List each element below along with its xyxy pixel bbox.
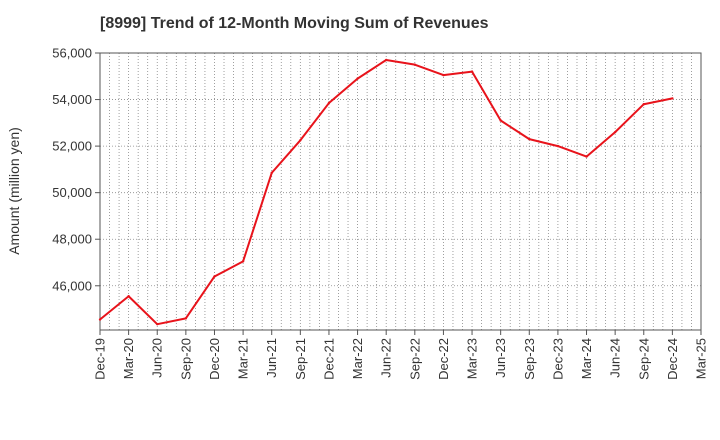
data-point — [356, 77, 359, 80]
x-tick-label: Mar-21 — [236, 338, 251, 379]
x-tick-label: Sep-23 — [522, 338, 537, 380]
x-tick-label: Dec-20 — [207, 338, 222, 380]
y-tick-label: 54,000 — [52, 92, 92, 107]
data-point — [671, 97, 674, 100]
data-point — [184, 317, 188, 320]
data-point — [413, 63, 417, 66]
data-point — [613, 130, 617, 134]
y-tick-label: 56,000 — [52, 46, 92, 61]
data-point — [270, 171, 273, 175]
data-point — [556, 144, 560, 148]
x-tick-label: Sep-22 — [407, 338, 422, 380]
x-tick-label: Sep-24 — [636, 338, 651, 380]
data-point — [470, 70, 474, 73]
chart-title: [8999] Trend of 12-Month Moving Sum of R… — [100, 15, 489, 32]
data-point — [642, 103, 645, 106]
data-point — [384, 58, 388, 62]
data-point — [241, 260, 245, 263]
data-point — [442, 73, 445, 77]
data-point — [156, 322, 159, 326]
plot-frame — [99, 52, 702, 331]
y-tick-label: 50,000 — [52, 185, 92, 200]
x-tick-label: Jun-23 — [493, 338, 508, 378]
x-tick-label: Dec-19 — [93, 338, 108, 380]
data-point — [213, 275, 216, 278]
x-tick-label: Mar-23 — [465, 338, 480, 379]
x-tick-label: Mar-24 — [579, 338, 594, 379]
x-tick-label: Jun-21 — [264, 338, 279, 378]
x-tick-label: Mar-25 — [694, 338, 709, 379]
x-tick-label: Dec-24 — [665, 338, 680, 380]
plot-area — [100, 53, 701, 330]
data-point — [127, 295, 130, 298]
data-point — [585, 155, 588, 158]
x-tick-label: Mar-20 — [121, 338, 136, 379]
x-tick-label: Sep-21 — [293, 338, 308, 380]
data-point — [528, 137, 531, 141]
x-tick-label: Mar-22 — [350, 338, 365, 379]
y-tick-label: 52,000 — [52, 139, 92, 154]
data-point — [98, 318, 102, 321]
x-tick-label: Jun-22 — [379, 338, 394, 378]
data-point — [299, 139, 302, 142]
x-tick-label: Dec-22 — [436, 338, 451, 380]
x-tick-label: Jun-24 — [608, 338, 623, 378]
x-tick-label: Sep-20 — [178, 338, 193, 380]
data-point — [327, 101, 331, 105]
x-tick-label: Jun-20 — [150, 338, 165, 378]
y-tick-label: 48,000 — [52, 232, 92, 247]
x-tick-label: Dec-21 — [321, 338, 336, 380]
y-tick-label: 46,000 — [52, 278, 92, 293]
data-point — [499, 119, 502, 122]
x-tick-label: Dec-23 — [550, 338, 565, 380]
